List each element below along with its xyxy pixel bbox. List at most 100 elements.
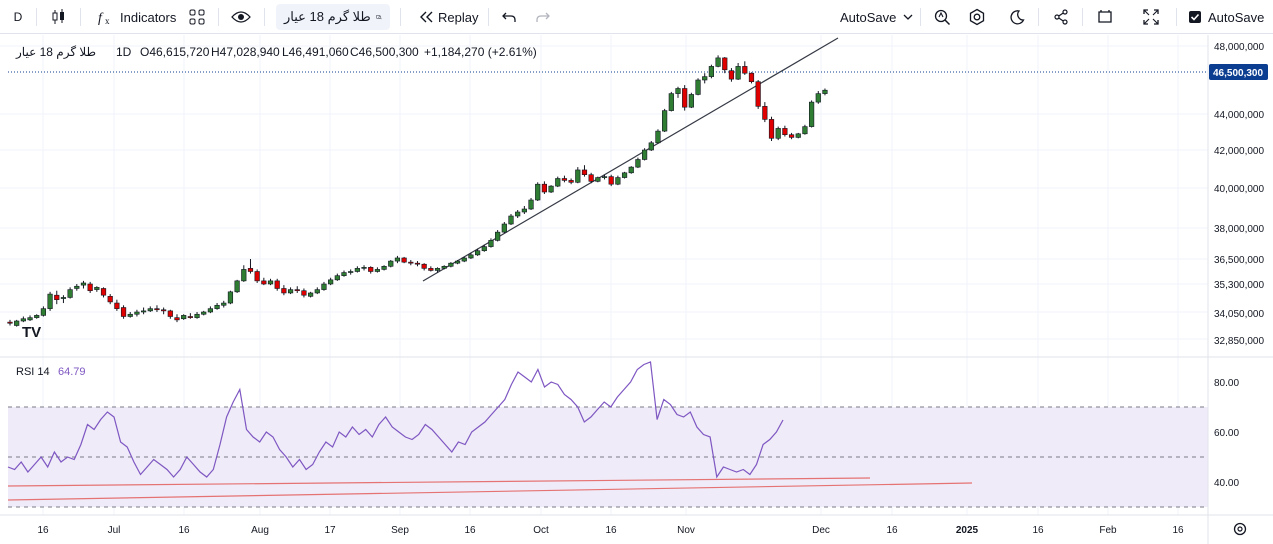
candle-body <box>695 79 701 95</box>
eye-icon[interactable] <box>228 4 254 30</box>
gear-icon[interactable] <box>1233 522 1247 536</box>
candle-body <box>274 280 280 289</box>
price-axis[interactable]: 48,000,000 44,000,000 42,000,000 40,000,… <box>1209 42 1268 347</box>
candle-body <box>147 308 153 312</box>
price-axis-label: 34,050,000 <box>1214 309 1264 320</box>
candle-body <box>541 183 547 193</box>
candle <box>802 124 808 135</box>
price-axis-label: 40,000,000 <box>1214 184 1264 195</box>
candle-body <box>294 289 300 292</box>
candle-body <box>481 246 487 252</box>
candle <box>515 210 521 218</box>
toolbar-divider <box>488 8 489 26</box>
candle-body <box>421 263 427 269</box>
candle <box>521 206 527 214</box>
candle <box>635 157 641 169</box>
replay-button[interactable]: Replay <box>414 4 482 30</box>
candle-body <box>247 268 254 272</box>
candle <box>134 309 140 317</box>
candle-body <box>581 169 588 175</box>
rsi-legend[interactable]: RSI 14 64.79 <box>16 366 86 378</box>
candle <box>27 315 33 321</box>
symbol-search-button[interactable]: طلا گرم 18 عیار <box>276 4 390 30</box>
time-axis-label: Feb <box>1099 525 1117 536</box>
candle-body <box>254 271 260 282</box>
candle-body <box>194 313 200 318</box>
candle-body <box>822 89 828 94</box>
rsi-axis[interactable]: 80.00 60.00 40.00 <box>1214 378 1239 489</box>
candle <box>388 260 394 268</box>
candle <box>328 277 334 286</box>
chart-canvas[interactable]: 48,000,000 44,000,000 42,000,000 40,000,… <box>0 35 1273 544</box>
candle <box>120 305 127 319</box>
candle-body <box>508 215 514 225</box>
candle <box>481 244 487 252</box>
candle <box>621 171 628 179</box>
rsi-trendline-upper[interactable] <box>7 477 871 487</box>
candle-body <box>548 185 554 193</box>
fullscreen-icon[interactable] <box>1138 4 1164 30</box>
candle-body <box>782 128 788 136</box>
candle <box>20 316 26 323</box>
candle-body <box>267 280 274 285</box>
time-axis[interactable]: 16 Jul 16 Aug 17 Sep 16 Oct 16 Nov Dec 1… <box>37 525 1184 536</box>
candle-body <box>388 260 394 267</box>
candle <box>227 290 234 305</box>
autosave-menu-button[interactable]: AutoSave <box>834 4 920 30</box>
time-axis-label: 16 <box>464 525 476 536</box>
autosave-checkbox-label: AutoSave <box>1208 9 1265 25</box>
candle-body <box>461 257 467 262</box>
candle-body <box>802 126 808 135</box>
candle <box>768 116 775 141</box>
price-axis-label: 38,000,000 <box>1214 224 1264 235</box>
redo-icon[interactable] <box>530 4 556 30</box>
autosave-checkbox[interactable]: AutoSave <box>1186 4 1266 30</box>
price-trendline[interactable] <box>422 37 839 282</box>
candle-body <box>495 231 501 241</box>
candle-body <box>214 304 220 309</box>
settings-hex-icon[interactable] <box>964 4 990 30</box>
series-legend[interactable]: طلا گرم 18 عیار 1D O46,615,720 H47,028,9… <box>15 45 537 59</box>
toolbar-divider <box>1082 8 1083 26</box>
candle <box>414 261 421 267</box>
candle <box>628 166 634 174</box>
rsi-trendline-lower[interactable] <box>7 482 973 501</box>
moon-icon[interactable] <box>1004 4 1030 30</box>
candle-body <box>181 315 187 320</box>
rsi-line <box>7 361 784 479</box>
tradingview-logo[interactable]: TV <box>22 324 41 341</box>
undo-icon[interactable] <box>496 4 522 30</box>
price-axis-label: 42,000,000 <box>1214 146 1264 157</box>
snapshot-icon[interactable] <box>1092 4 1118 30</box>
candle <box>555 176 561 188</box>
candle-body <box>621 172 628 178</box>
candle-body <box>354 268 360 272</box>
time-axis-label: Sep <box>391 525 409 536</box>
candle <box>7 319 13 326</box>
candle-body <box>688 94 694 108</box>
candle <box>141 307 147 315</box>
quick-search-icon[interactable] <box>929 4 955 30</box>
price-axis-label: 36,500,000 <box>1214 255 1264 266</box>
candle <box>100 287 107 298</box>
share-icon[interactable] <box>1048 4 1074 30</box>
candle <box>528 198 534 210</box>
candle <box>341 270 347 277</box>
candles <box>7 55 828 327</box>
current-price-badge <box>1209 64 1268 80</box>
candle-body <box>40 308 46 316</box>
candle-body <box>47 293 53 309</box>
candle <box>87 281 93 293</box>
candle-body <box>528 199 534 210</box>
candles-icon[interactable] <box>46 4 72 30</box>
candle-body <box>815 93 821 103</box>
time-axis-label: Nov <box>677 525 695 536</box>
candle <box>14 319 20 327</box>
symbol-short-button[interactable]: D <box>13 10 23 24</box>
candle <box>368 266 374 274</box>
templates-icon[interactable] <box>184 4 210 30</box>
candle-body <box>100 288 107 296</box>
candle-body <box>114 302 120 309</box>
candle <box>474 248 481 256</box>
